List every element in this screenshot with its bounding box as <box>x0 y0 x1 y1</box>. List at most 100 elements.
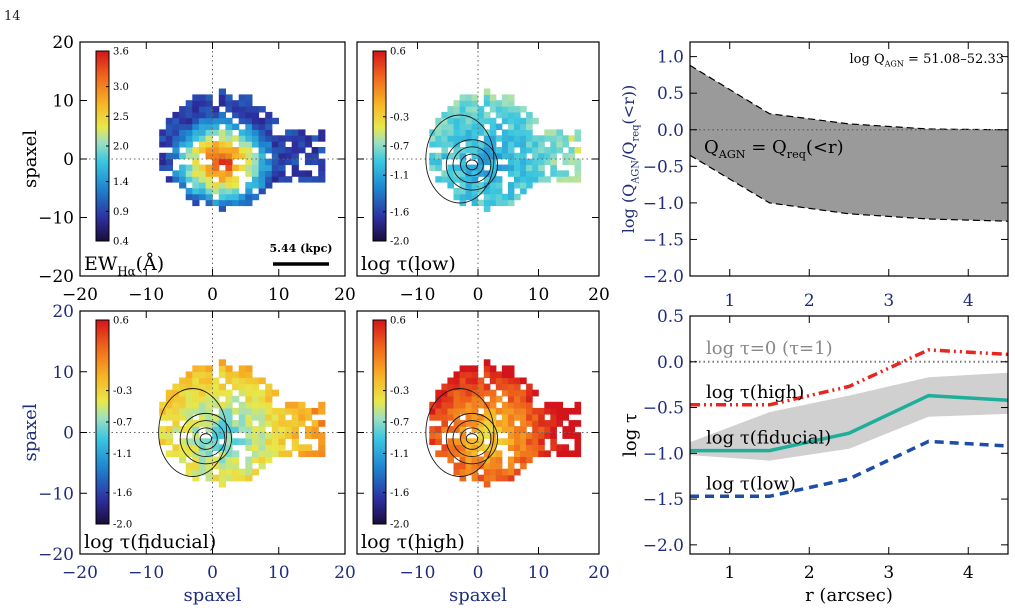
map-pixel <box>238 401 246 409</box>
map-pixel <box>271 135 279 142</box>
y-tick-label: 1.0 <box>657 48 684 68</box>
map-pixel <box>526 444 533 451</box>
map-pixel <box>225 158 233 166</box>
map-pixel <box>225 164 233 171</box>
map-pixel <box>483 420 491 427</box>
map-pixel <box>471 182 479 189</box>
contour-line <box>194 427 218 450</box>
map-pixel <box>212 414 220 421</box>
map-pixel <box>251 152 260 160</box>
map-pixel <box>265 414 273 421</box>
map-panel-low: 0.6 -0.3 -0.7 -1.1 -1.6 -2.0 log τ(low) −10 0 10 2… <box>356 41 610 305</box>
map-pixel <box>179 182 187 189</box>
map-pixel <box>526 438 533 445</box>
map-pixel <box>278 407 286 415</box>
map-pixel <box>179 152 187 160</box>
map-pixel <box>192 182 200 189</box>
map-pixel <box>258 164 266 171</box>
map-pixel <box>179 111 187 119</box>
map-pixel <box>311 158 319 166</box>
map-pixel <box>218 111 226 119</box>
text-part: (<r)) <box>619 85 638 125</box>
map-pixel <box>501 407 509 415</box>
map-pixel <box>225 129 233 136</box>
map-pixel <box>205 141 213 148</box>
map-pixel <box>526 176 533 183</box>
map-pixel <box>483 158 491 166</box>
map-pixel <box>304 414 313 421</box>
map-pixel <box>205 187 213 195</box>
map-pixel <box>318 438 326 445</box>
map-pixel <box>245 152 253 160</box>
map-pixel <box>218 176 226 183</box>
map-pixel <box>441 170 448 177</box>
map-pixel <box>245 468 253 476</box>
map-pixel <box>172 123 180 130</box>
map-pixel <box>477 141 485 148</box>
map-pixel <box>471 401 479 409</box>
map-pixel <box>205 182 213 189</box>
map-pixel <box>251 432 260 439</box>
map-pixel <box>185 100 193 107</box>
map-pixel <box>507 152 515 160</box>
map-pixel <box>291 170 299 177</box>
map-pixel <box>212 389 220 397</box>
map-pixel <box>483 359 491 366</box>
map-pixel <box>271 170 279 177</box>
map-pixel <box>225 377 233 385</box>
map-pixel <box>465 420 473 427</box>
map-pixel <box>238 141 246 148</box>
map-pixel <box>471 176 479 183</box>
map-pixel <box>471 111 479 119</box>
map-pixel <box>447 123 454 130</box>
map-pixel <box>441 141 448 148</box>
map-pixel <box>179 129 187 136</box>
colorbar-tick-label: -0.7 <box>390 142 409 153</box>
map-pixel <box>185 170 193 177</box>
map-pixel <box>574 407 582 415</box>
map-pixel <box>574 176 582 183</box>
map-pixel <box>447 170 454 177</box>
map-pixel <box>526 395 533 403</box>
x-tick-label: 10 <box>268 563 290 583</box>
map-pixel <box>501 371 509 379</box>
map-pixel <box>459 182 467 189</box>
series-line-0 <box>690 348 1009 407</box>
map-pixel <box>198 111 207 119</box>
map-pixel <box>218 401 226 409</box>
map-pixel <box>172 395 180 403</box>
map-pixel <box>477 199 485 207</box>
map-pixel <box>532 438 539 445</box>
map-pixel <box>507 100 515 107</box>
map-pixel <box>489 152 497 160</box>
map-pixel <box>251 468 260 476</box>
annotation-top: log QAGN = 51.08–52.33 <box>850 52 1004 69</box>
map-pixel <box>477 414 485 421</box>
contour-line <box>425 388 495 477</box>
map-pixel <box>185 106 193 113</box>
map-pixel <box>574 444 582 451</box>
map-pixel <box>198 395 207 403</box>
map-pixel <box>318 450 326 458</box>
map-pixel <box>218 193 226 201</box>
map-pixel <box>205 438 213 445</box>
map-pixel <box>447 389 454 397</box>
map-pixel <box>568 420 576 427</box>
map-pixel <box>172 170 180 177</box>
map-pixel <box>165 117 173 125</box>
map-pixel <box>520 414 527 421</box>
map-pixel <box>538 147 545 154</box>
text-part: (<r) <box>806 137 844 158</box>
map-pixel <box>544 129 551 136</box>
map-pixel <box>514 389 521 397</box>
map-pixel <box>278 152 286 160</box>
map-pixel <box>311 135 319 142</box>
map-pixel <box>232 199 240 207</box>
map-pixel <box>514 401 521 409</box>
map-pixel <box>453 414 461 421</box>
map-pixel <box>489 456 497 464</box>
map-pixel <box>172 414 180 421</box>
map-pixel <box>495 164 503 171</box>
map-pixel <box>212 152 220 160</box>
map-pixel <box>429 135 436 142</box>
